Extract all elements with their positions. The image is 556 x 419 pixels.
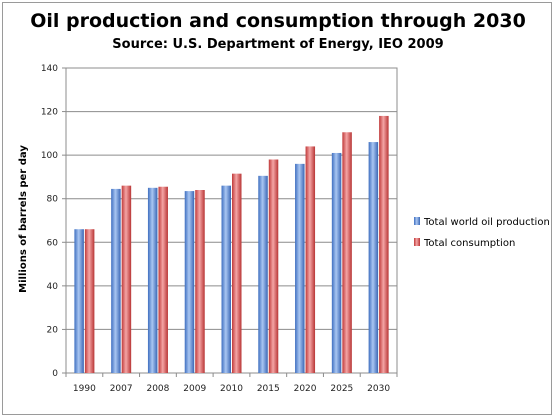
bar-production <box>258 175 268 373</box>
plot-area <box>65 67 398 374</box>
x-tick-label: 2030 <box>367 384 390 394</box>
y-tick-label: 140 <box>41 64 58 74</box>
bar-production <box>221 185 231 373</box>
x-tick-label: 2025 <box>330 384 353 394</box>
x-tick-label: 1990 <box>73 384 96 394</box>
bar-consumption <box>84 229 95 373</box>
y-tick-label: 20 <box>47 325 59 335</box>
bar-production <box>295 163 305 373</box>
chart-title: Oil production and consumption through 2… <box>30 10 526 32</box>
y-axis-label: Millions of barrels per day <box>18 145 29 293</box>
bar-production <box>74 229 84 373</box>
bar-consumption <box>305 146 316 373</box>
legend-label-production: Total world oil production <box>423 217 550 228</box>
bar-consumption <box>379 115 389 373</box>
bar-consumption <box>195 190 205 373</box>
bar-consumption <box>232 173 242 373</box>
bar-consumption <box>121 185 132 373</box>
bar-consumption <box>268 159 279 373</box>
y-tick-label: 40 <box>47 282 59 292</box>
chart-subtitle: Source: U.S. Department of Energy, IEO 2… <box>112 37 444 52</box>
bar-consumption <box>342 132 352 373</box>
x-tick-label: 2009 <box>183 384 206 394</box>
y-tick-label: 0 <box>52 369 58 379</box>
x-tick-label: 2015 <box>257 384 280 394</box>
bar-production <box>368 142 379 373</box>
bar-production <box>147 187 158 373</box>
legend-label-consumption: Total consumption <box>423 238 515 249</box>
bar-consumption <box>158 186 168 373</box>
bar-production <box>184 191 195 373</box>
y-tick-label: 120 <box>41 108 58 118</box>
x-tick-label: 2020 <box>294 384 317 394</box>
x-tick-label: 2010 <box>220 384 243 394</box>
bar-production <box>111 188 121 373</box>
legend-swatch-production <box>414 217 420 225</box>
x-tick-label: 2007 <box>110 384 133 394</box>
bar-production <box>331 152 342 373</box>
y-tick-label: 80 <box>47 195 59 205</box>
legend-swatch-consumption <box>414 238 420 246</box>
x-tick-label: 2008 <box>146 384 169 394</box>
y-tick-label: 60 <box>47 238 59 248</box>
y-tick-label: 100 <box>41 151 58 161</box>
